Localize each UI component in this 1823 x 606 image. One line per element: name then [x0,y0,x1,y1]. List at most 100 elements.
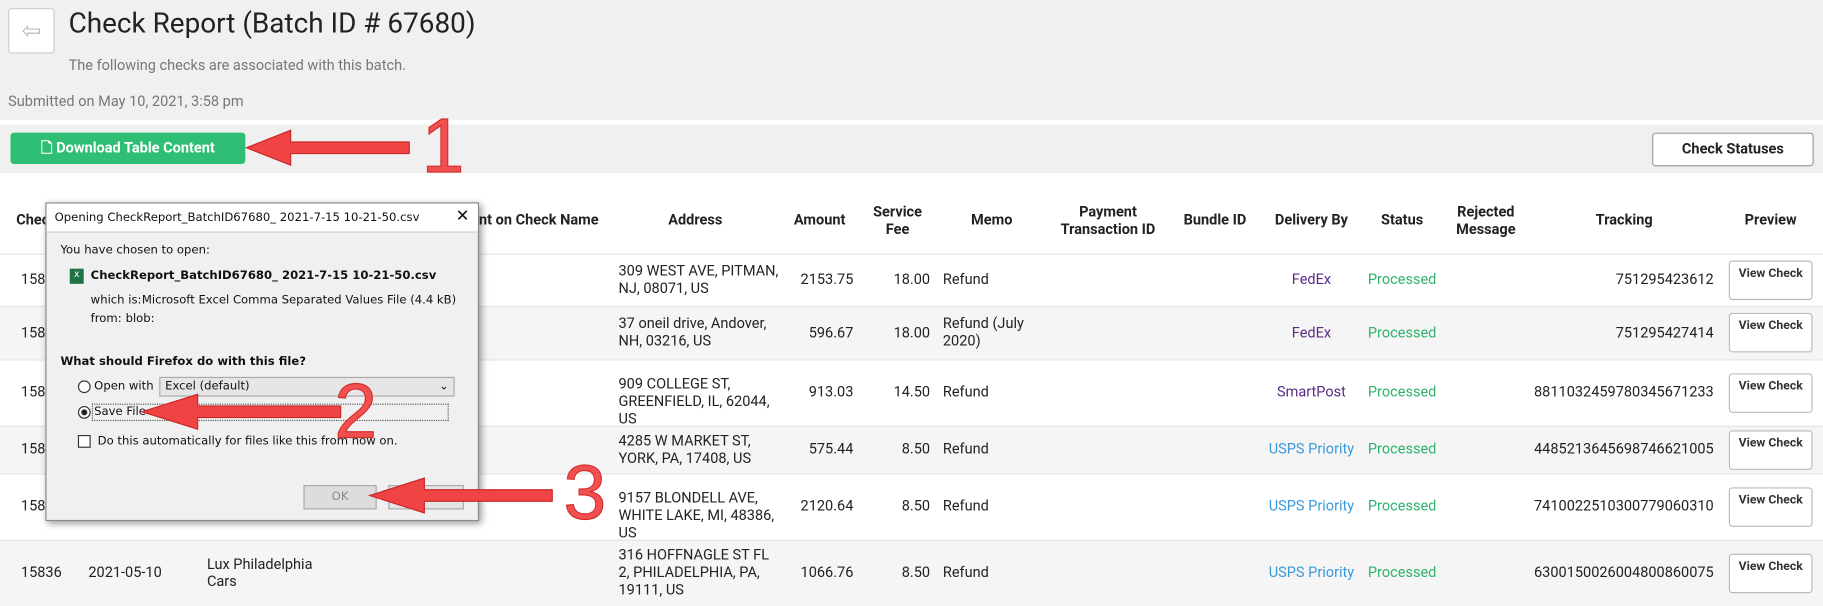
cell-fee: 14.50 [893,383,931,402]
table: Chec nt on Check Name Address Amount Service… [0,186,1823,606]
save-file: Save File [94,405,146,419]
question: What should Firefox do with this file? [60,355,306,369]
cell-tracking: 4485213645698746621005 [1534,440,1714,459]
cell-amount: 2153.75 [800,271,854,289]
cell-fee: 18.00 [893,271,931,289]
annotation-3: 3 [563,451,606,536]
auto: Do this automatically for files like thi… [97,435,398,448]
cell-status: Processed [1367,497,1437,516]
radio-open[interactable] [77,380,91,394]
cell-status: Processed [1367,564,1437,582]
column-header: Service Fee [873,203,922,239]
cell-tracking: 7410022510300779060310 [1534,497,1714,516]
cell-tracking: 751295423612 [1615,271,1714,289]
arrow-3 [367,477,553,514]
view-check-button[interactable]: View Check [1728,372,1813,413]
cell-date: 2021-05-10 [88,564,162,582]
from-label: from: [90,312,122,326]
cell-tracking: 8811032459780345671233 [1534,383,1714,402]
row-border [0,359,1823,361]
cell-memo: Refund [942,383,989,402]
column-header: nt on Check Name [479,211,599,230]
download-button[interactable]: 🗋 Download Table Content [10,132,246,165]
filename: CheckReport_BatchID67680_ 2021-7-15 10-2… [90,269,437,283]
column-header: Payment Transaction ID [1060,203,1156,239]
open-with: Open with [94,380,154,394]
check-statuses-button[interactable]: Check Statuses [1652,132,1814,167]
cell-address: 4285 W MARKET ST, YORK, PA, 17408, US [618,432,752,468]
cell-delivery: USPS Priority [1268,564,1355,582]
app-select[interactable]: Excel (default) ⌄ [159,376,455,397]
view-check-button[interactable]: View Check [1728,486,1813,527]
cell-delivery: USPS Priority [1268,440,1355,459]
which-label: which is: [90,294,142,308]
download-label: Download Table Content [56,139,215,158]
cell-delivery: SmartPost [1276,383,1346,402]
cell-tracking: 6300150026004800860075 [1534,564,1714,582]
cell-amount: 575.44 [808,440,854,459]
cell-delivery: FedEx [1291,271,1332,289]
cell-id: 158 [20,323,46,342]
cell-id: 158 [20,383,46,402]
file-icon: x [69,268,84,284]
annotation-1: 1 [422,104,465,189]
checkbox-auto[interactable] [77,435,91,448]
view-check-button[interactable]: View Check [1728,553,1813,593]
column-header: Chec [16,211,50,230]
intro: You have chosen to open: [60,244,210,258]
view-check-button[interactable]: View Check [1728,429,1813,470]
cell-amount: 596.67 [808,323,854,342]
column-header: Memo [971,211,1013,230]
from: blob: [125,312,155,326]
cell-fee: 8.50 [901,440,931,459]
back-button[interactable]: ⇦ [8,8,55,54]
cell-memo: Refund [942,497,989,516]
cell-delivery: FedEx [1291,323,1332,342]
column-header: Status [1381,211,1424,230]
cell-name: Lux Philadelphia Cars [206,555,313,591]
submitted: Submitted on May 10, 2021, 3:58 pm [8,93,244,111]
cell-memo: Refund [942,564,989,582]
cell-memo: Refund [942,440,989,459]
close-button[interactable]: ✕ [455,207,470,226]
column-header: Bundle ID [1183,211,1247,230]
cell-fee: 8.50 [901,564,931,582]
cell-address: 909 COLLEGE ST, GREENFIELD, IL, 62044, U… [618,375,770,428]
view-check-button[interactable]: View Check [1728,312,1813,353]
cell-id: 158 [20,271,46,289]
cell-id: 158 [20,497,46,516]
column-header: Preview [1744,211,1797,230]
view-check-button[interactable]: View Check [1728,259,1813,300]
save-focus [91,403,449,422]
header-bg [0,0,1823,120]
cell-status: Processed [1367,440,1437,459]
ok-button[interactable]: OK [303,485,377,510]
dialog: Opening CheckReport_BatchID67680_ 2021-7… [45,202,480,522]
subtitle: The following checks are associated with… [68,56,406,75]
radio-save[interactable] [77,405,91,419]
cell-address: 9157 BLONDELL AVE, WHITE LAKE, MI, 48386… [618,489,775,542]
row-border [0,253,1823,255]
cell-status: Processed [1367,323,1437,342]
cell-id: 15836 [20,564,62,582]
column-header: Delivery By [1274,211,1348,230]
row-border [0,305,1823,308]
dialog-titlebar [46,203,478,233]
cell-amount: 1066.76 [800,564,854,582]
annotation-2: 2 [334,369,377,454]
cell-tracking: 751295427414 [1615,323,1714,342]
cell-amount: 913.03 [808,383,854,402]
cell-fee: 18.00 [893,323,931,342]
row-border [0,539,1823,541]
column-header: Address [668,211,723,230]
cell-delivery: USPS Priority [1268,497,1355,516]
cell-address: 37 oneil drive, Andover, NH, 03216, US [618,315,767,351]
cell-id: 158 [20,440,46,459]
which: Microsoft Excel Comma Separated Values F… [141,294,457,308]
column-header: Amount [793,211,846,230]
cell-status: Processed [1367,271,1437,289]
arrow-2 [139,393,342,430]
dialog-title: Opening CheckReport_BatchID67680_ 2021-7… [54,211,420,225]
